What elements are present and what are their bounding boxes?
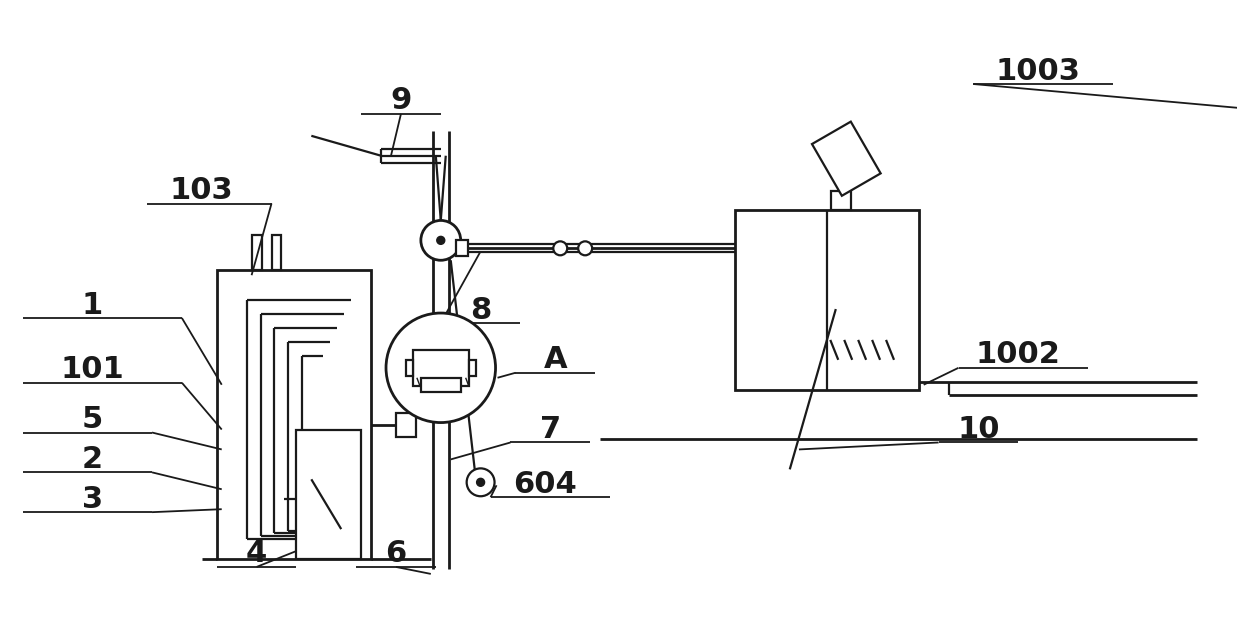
Text: 1002: 1002	[976, 341, 1060, 370]
Polygon shape	[812, 122, 880, 196]
Bar	[420, 378, 461, 392]
Text: 1003: 1003	[996, 57, 1080, 86]
Bar	[831, 191, 852, 211]
Circle shape	[386, 313, 496, 422]
Text: 7: 7	[539, 415, 560, 444]
Text: 101: 101	[61, 355, 124, 384]
Circle shape	[553, 242, 567, 255]
Circle shape	[436, 236, 445, 244]
Bar	[469, 360, 476, 375]
Text: A: A	[543, 345, 567, 374]
Circle shape	[578, 242, 593, 255]
Circle shape	[476, 478, 485, 486]
Circle shape	[466, 468, 495, 497]
Text: 604: 604	[513, 469, 577, 499]
Text: 5: 5	[82, 405, 103, 434]
Text: 3: 3	[82, 485, 103, 514]
Bar	[456, 240, 467, 256]
Bar	[396, 413, 415, 437]
Bar	[405, 360, 413, 375]
Text: 1: 1	[82, 290, 103, 319]
Bar	[272, 235, 281, 270]
Text: 6: 6	[386, 540, 407, 569]
Bar	[734, 211, 919, 390]
Bar	[296, 430, 361, 559]
Circle shape	[420, 220, 461, 260]
Bar	[252, 235, 262, 270]
Text: 4: 4	[246, 540, 267, 569]
Bar	[413, 350, 469, 386]
Text: 103: 103	[170, 176, 233, 205]
Bar	[217, 270, 371, 559]
Text: 10: 10	[957, 415, 999, 444]
Text: 9: 9	[391, 86, 412, 115]
Text: 8: 8	[470, 296, 491, 325]
Text: 2: 2	[82, 445, 103, 474]
